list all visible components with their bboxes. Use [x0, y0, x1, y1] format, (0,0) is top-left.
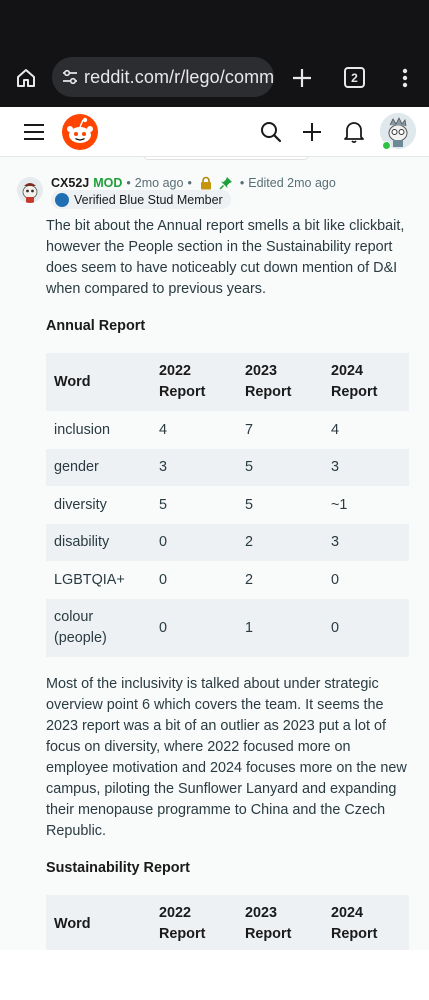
bottom-blank-area — [0, 950, 429, 1000]
tab-count: 2 — [351, 70, 358, 85]
address-bar[interactable]: reddit.com/r/lego/comm — [52, 57, 274, 97]
reddit-header — [0, 107, 429, 157]
comment-author[interactable]: CX52J — [51, 176, 90, 190]
home-icon[interactable] — [14, 66, 38, 90]
flair-text: Verified Blue Stud Member — [74, 192, 223, 207]
annual-report-table: Word 2022 Report 2023 Report 2024 Report… — [46, 353, 409, 657]
user-flair: Verified Blue Stud Member — [51, 190, 231, 209]
table-row: diversity 5 5 ~1 — [46, 486, 409, 524]
browser-toolbar: reddit.com/r/lego/comm 2 — [0, 50, 429, 107]
table-cell: 2 — [245, 571, 254, 588]
table-row: LGBTQIA+ 0 2 0 — [46, 561, 409, 599]
create-post-icon[interactable] — [300, 120, 324, 144]
author-avatar-image — [17, 177, 43, 203]
sustainability-report-heading: Sustainability Report — [46, 860, 190, 876]
reddit-logo[interactable] — [61, 113, 99, 151]
table-cell: LGBTQIA+ — [54, 571, 125, 588]
more-vert-icon[interactable] — [396, 66, 414, 90]
table-cell: 3 — [331, 459, 340, 475]
table-cell: gender — [54, 459, 99, 475]
table-cell: 7 — [245, 421, 254, 438]
column-header: Word — [54, 915, 91, 932]
table-cell: 3 — [159, 459, 168, 475]
table-cell: diversity — [54, 496, 107, 513]
table-row: colour (people) 0 1 0 — [46, 599, 409, 657]
new-tab-plus-icon[interactable] — [290, 66, 314, 90]
edited-label: Edited 2mo ago — [248, 176, 336, 190]
table-header-row: Word 2022 Report 2023 Report 2024 Report — [46, 895, 409, 950]
comment-meta: CX52J MOD • 2mo ago • • Edited 2mo ago — [51, 176, 336, 190]
table-row: inclusion 4 7 4 — [46, 411, 409, 449]
table-cell: 0 — [331, 571, 340, 588]
column-header: 2022 Report — [159, 905, 206, 942]
column-header: 2023 Report — [245, 905, 292, 942]
separator-dot: • — [239, 176, 245, 190]
table-cell: ~1 — [331, 496, 348, 513]
table-cell: 3 — [331, 534, 340, 550]
tune-icon[interactable] — [60, 67, 80, 87]
comment-paragraph-2: Most of the inclusivity is talked about … — [46, 676, 407, 839]
table-cell: 5 — [245, 459, 254, 475]
user-avatar[interactable] — [380, 113, 416, 150]
column-header: 2023 Report — [245, 363, 292, 400]
status-bar — [0, 0, 429, 50]
column-header: 2024 Report — [331, 363, 378, 400]
column-header: Word — [54, 373, 91, 390]
table-cell: 0 — [159, 534, 168, 550]
flair-globe-icon — [55, 192, 69, 207]
table-cell: disability — [54, 534, 110, 550]
online-status-dot — [382, 141, 391, 150]
mod-badge: MOD — [93, 176, 123, 190]
tab-switcher-button[interactable]: 2 — [344, 67, 365, 88]
table-cell: 4 — [159, 421, 168, 438]
table-cell: 5 — [245, 496, 254, 513]
comment-paragraph-1: The bit about the Annual report smells a… — [46, 218, 405, 297]
column-header: 2022 Report — [159, 363, 206, 400]
pin-icon — [219, 177, 232, 190]
separator-dot: • — [126, 176, 131, 190]
table-cell: 0 — [159, 571, 168, 588]
sustainability-report-table: Word 2022 Report 2023 Report 2024 Report — [46, 895, 409, 950]
table-cell: 2 — [245, 534, 254, 550]
search-icon[interactable] — [259, 120, 283, 144]
table-cell: 1 — [245, 619, 254, 636]
table-cell: 0 — [331, 619, 340, 636]
table-header-row: Word 2022 Report 2023 Report 2024 Report — [46, 353, 409, 411]
table-cell: 4 — [331, 421, 340, 438]
table-cell: 0 — [159, 619, 168, 636]
url-text: reddit.com/r/lego/comm — [84, 66, 274, 87]
table-cell: colour (people) — [54, 609, 107, 646]
previous-card-edge — [143, 157, 309, 160]
table-cell: 5 — [159, 496, 168, 513]
hamburger-icon[interactable] — [23, 122, 45, 142]
bell-icon[interactable] — [342, 119, 366, 145]
comment-age: 2mo ago — [134, 176, 184, 190]
annual-report-heading: Annual Report — [46, 318, 146, 334]
comment-author-avatar[interactable] — [17, 177, 43, 203]
separator-dot: • — [187, 176, 192, 190]
avatar-image — [380, 113, 416, 149]
column-header: 2024 Report — [331, 905, 378, 942]
table-row: disability 0 2 3 — [46, 524, 409, 561]
lock-icon — [200, 176, 211, 190]
comment-thread: CX52J MOD • 2mo ago • • Edited 2mo ago V… — [0, 157, 429, 950]
table-cell: inclusion — [54, 421, 110, 438]
table-row: gender 3 5 3 — [46, 449, 409, 486]
